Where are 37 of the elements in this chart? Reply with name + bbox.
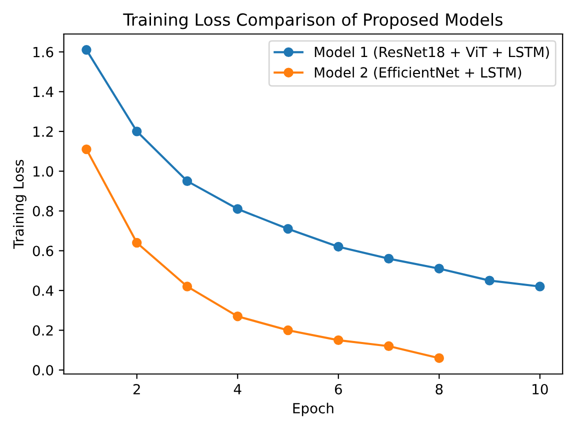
x-tick-label: 4	[234, 384, 242, 394]
chart-title: Training Loss Comparison of Proposed Models	[123, 13, 502, 30]
point	[484, 276, 494, 286]
point	[82, 45, 92, 55]
x-tick-label: 2	[133, 384, 140, 394]
point	[132, 126, 142, 136]
y-tick-label: 1.4	[34, 86, 54, 97]
y-tick-label: 0.2	[32, 325, 53, 336]
y-tick-label: 0.0	[32, 364, 54, 376]
x-tick-label: 8	[436, 384, 443, 394]
y-tick-label: 0.4	[32, 285, 54, 296]
point	[434, 264, 444, 274]
y-axis-title: Training Loss	[12, 160, 26, 249]
legend-label: Model 1 (ResNet18 + ViT + LSTM)	[314, 46, 549, 59]
point	[82, 144, 92, 154]
x-tick-label: 10	[532, 384, 548, 394]
point	[334, 335, 344, 346]
point	[334, 242, 344, 252]
point	[232, 311, 242, 322]
y-tick-label: 1.0	[34, 166, 54, 177]
point	[232, 204, 242, 214]
y-tick-label: 1.6	[34, 46, 54, 58]
point	[182, 282, 192, 292]
x-axis-title: Epoch	[293, 402, 334, 416]
y-tick-label: 0.6	[32, 246, 54, 256]
y-tick-label: 0.8	[32, 206, 54, 216]
point	[384, 254, 394, 264]
point	[182, 176, 192, 186]
point	[283, 224, 293, 234]
point	[434, 353, 444, 363]
legend-label: Model 2 (EfficientNet + LSTM)	[314, 66, 522, 80]
y-tick-label: 1.2	[34, 126, 53, 137]
point	[384, 341, 394, 352]
point	[283, 325, 293, 336]
point	[535, 282, 545, 292]
x-tick-label: 6	[334, 384, 342, 394]
point	[132, 238, 142, 248]
